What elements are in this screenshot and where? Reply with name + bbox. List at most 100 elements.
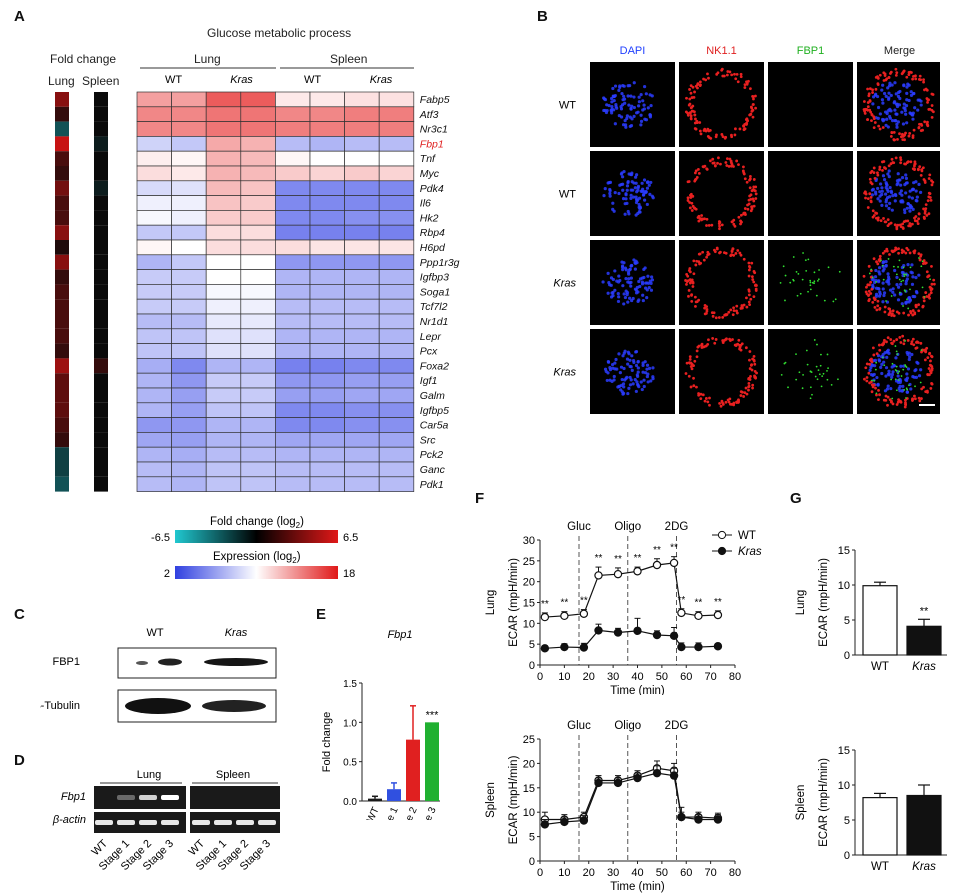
heatmap-cell [240, 372, 276, 389]
heatmap-cell [171, 432, 207, 448]
heatmap-cell [309, 91, 345, 108]
heatmap-cell [275, 343, 311, 359]
gene-label-igfbp5: Igfbp5 [420, 405, 449, 417]
heatmap-cell [136, 91, 172, 108]
y-tick-label: 1.5 [343, 679, 357, 690]
heatmap-cell [136, 165, 172, 182]
significance-mark: ** [580, 596, 588, 607]
gene-label-atf3: Atf3 [419, 109, 439, 121]
micrograph-signal [684, 337, 758, 408]
gene-label-lepr: Lepr [420, 331, 442, 343]
heatmap-cell [344, 136, 380, 152]
y-axis-label: ECAR (mpH/min) [818, 558, 830, 647]
x-tick-label: WT [365, 806, 382, 820]
fold-strip-lung-cell [55, 417, 69, 433]
y-tick-label: 10 [523, 807, 535, 819]
heatmap-cell [136, 358, 172, 374]
heatmap-cell [240, 91, 276, 108]
data-point-wt [579, 609, 589, 618]
heatmap-cell [378, 106, 415, 122]
heatmap-cell [171, 298, 207, 315]
fold-strip-lung-cell [55, 447, 69, 462]
gel-row-actin: β-actin [52, 814, 86, 826]
series-line-wt [544, 767, 718, 821]
heatmap-cell [136, 284, 172, 300]
heatmap-cell [344, 91, 380, 108]
heatmap-cell [378, 165, 415, 182]
fold-strip-lung-cell [55, 462, 69, 477]
heatmap-cell [240, 180, 276, 196]
gel-group-spleen: Spleen [216, 769, 250, 781]
heatmap-cell [344, 269, 380, 285]
channel-label-merge: Merge [884, 45, 915, 57]
heatmap-cell [275, 328, 311, 344]
channel-label-dapi: DAPI [620, 45, 646, 57]
heatmap-cell [205, 387, 242, 404]
gel-band [258, 820, 276, 825]
gene-label-h6pd: H6pd [420, 242, 446, 254]
x-tick-label: 80 [729, 867, 741, 879]
data-point-wt [677, 608, 686, 618]
row-label: Kras [553, 367, 576, 379]
subgroup-label: Kras [230, 74, 253, 86]
heatmap-cell [378, 136, 415, 152]
heatmap-cell [309, 446, 345, 463]
heatmap-cell [275, 239, 311, 256]
channel-label-fbp1: FBP1 [797, 45, 825, 57]
heatmap-cell [136, 402, 172, 418]
fold-scale-min: -6.5 [151, 532, 170, 544]
heatmap-cell [309, 343, 345, 359]
fold-strip-lung-cell [55, 299, 69, 314]
heatmap-cell [275, 254, 311, 270]
gene-label-nr1d1: Nr1d1 [420, 316, 449, 328]
x-tick-label: 80 [729, 671, 741, 683]
subgroup-label: WT [304, 74, 321, 86]
fold-strip-lung-cell [55, 314, 69, 329]
heatmap-cell [378, 195, 415, 211]
fold-scale-title: Fold change (log2) [210, 516, 304, 530]
data-point-kras [669, 631, 679, 641]
heatmap-cell [205, 476, 242, 492]
series-line-kras [544, 629, 718, 649]
heatmap-cell [378, 224, 415, 241]
expr-scale-max: 18 [343, 568, 355, 580]
heatmap-cell [378, 417, 415, 433]
x-tick-label: 60 [680, 867, 692, 879]
heatmap-cell [205, 195, 242, 211]
heatmap-cell [136, 210, 172, 226]
y-axis-label: ECAR (mpH/min) [818, 758, 830, 847]
data-point-kras [633, 773, 642, 783]
heatmap-cell [240, 328, 276, 344]
heatmap-cell [378, 121, 415, 137]
y-axis-group-label: Spleen [795, 785, 807, 821]
micrograph-signal [862, 246, 936, 318]
heatmap-cell [171, 150, 207, 167]
fold-strip-spleen-cell [94, 151, 108, 166]
heatmap-cell [171, 313, 207, 330]
heatmap-cell [275, 432, 311, 448]
data-point-wt [633, 567, 642, 576]
significance-mark: ** [677, 595, 685, 606]
heatmap-cell [171, 284, 207, 300]
heatmap-cell [171, 461, 207, 478]
gene-label-tcf7l2: Tcf7l2 [420, 301, 448, 313]
heatmap-cell [136, 254, 172, 270]
heatmap-cell [378, 313, 415, 330]
heatmap-cell [344, 224, 380, 241]
fold-strip-spleen-cell [94, 462, 108, 477]
y-tick-label: 0 [844, 850, 850, 862]
heatmap-cell [309, 254, 345, 270]
heatmap-cell [205, 239, 242, 256]
heatmap-cell [136, 136, 172, 152]
heatmap-cell [275, 298, 311, 315]
heatmap-cell [309, 298, 345, 315]
y-tick-label: 10 [838, 580, 850, 592]
x-tick-label: WT [871, 861, 889, 873]
fold-strip-spleen-cell [94, 373, 108, 388]
fold-strip-spleen-cell [94, 358, 108, 374]
gel-box [190, 786, 280, 809]
heatmap-cell [205, 372, 242, 389]
fold-strip-lung-cell [55, 180, 69, 196]
y-tick-label: 1.0 [343, 718, 357, 729]
